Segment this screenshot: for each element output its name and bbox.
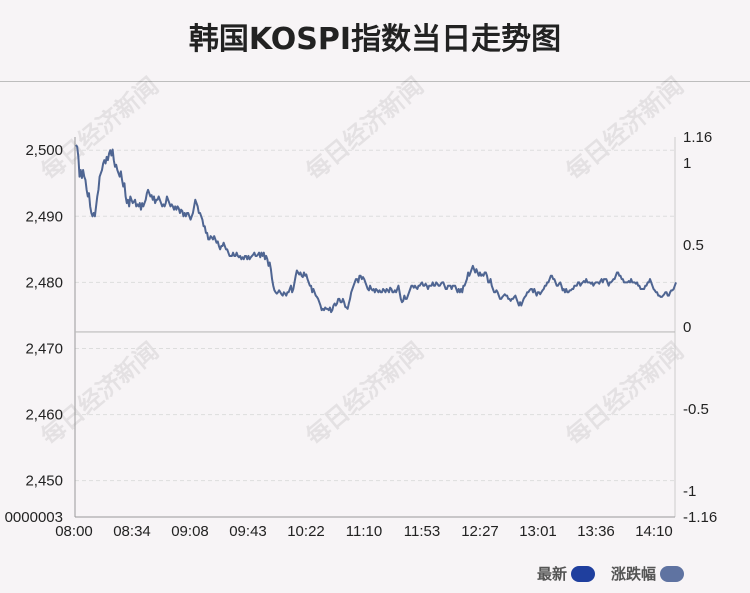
legend-swatch-change bbox=[660, 565, 684, 582]
x-tick-label: 08:34 bbox=[113, 523, 151, 540]
watermark-text: 每日经济新闻 bbox=[561, 337, 689, 451]
legend-item-change: 涨跌幅 bbox=[611, 563, 684, 584]
legend-label-change: 涨跌幅 bbox=[610, 565, 656, 583]
x-tick-label: 09:08 bbox=[171, 523, 209, 540]
x-tick-label: 11:10 bbox=[346, 523, 382, 540]
y-right-tick-label: -1 bbox=[683, 483, 696, 500]
legend: 最新 涨跌幅 bbox=[521, 563, 684, 584]
left-axis-ticks: 2,500 2,490 2,480 2,470 2,460 2,450 0000003 bbox=[5, 142, 63, 526]
x-tick-label: 11:53 bbox=[404, 523, 440, 540]
legend-swatch-latest bbox=[570, 565, 595, 582]
watermark-text: 每日经济新闻 bbox=[301, 72, 429, 186]
y-right-tick-label: 0 bbox=[683, 319, 691, 336]
chart-title: 韩国KOSPI指数当日走势图 bbox=[188, 22, 562, 57]
grid-lines bbox=[75, 149, 675, 482]
x-tick-label: 13:01 bbox=[519, 523, 557, 540]
x-tick-label: 09:43 bbox=[229, 523, 267, 540]
x-tick-label: 13:36 bbox=[577, 523, 615, 540]
y-left-tick-label: 2,480 bbox=[25, 274, 63, 291]
x-tick-label: 14:10 bbox=[635, 523, 673, 540]
x-tick-label: 10:22 bbox=[287, 523, 325, 540]
series-layer bbox=[75, 144, 677, 314]
x-tick-label: 08:00 bbox=[55, 523, 93, 540]
legend-item-latest: 最新 bbox=[537, 563, 595, 584]
legend-label-latest: 最新 bbox=[536, 565, 567, 583]
y-right-tick-label: 1 bbox=[683, 155, 691, 172]
y-right-tick-label: 1.16 bbox=[683, 129, 712, 146]
series-line bbox=[75, 144, 677, 314]
y-left-tick-label: 2,500 bbox=[25, 142, 63, 159]
y-right-tick-label: -1.16 bbox=[683, 509, 717, 526]
x-tick-label: 12:27 bbox=[461, 523, 499, 540]
y-right-tick-label: -0.5 bbox=[683, 401, 709, 418]
y-left-tick-label: 2,460 bbox=[25, 407, 63, 424]
y-left-tick-label: 2,450 bbox=[25, 473, 63, 490]
watermark-text: 每日经济新闻 bbox=[301, 337, 429, 451]
y-right-tick-label: 0.5 bbox=[683, 237, 704, 254]
right-axis-ticks: 1.16 1 0.5 0 -0.5 -1 -1.16 bbox=[683, 129, 717, 526]
chart-axes bbox=[74, 137, 676, 518]
watermark-text: 每日经济新闻 bbox=[36, 72, 164, 186]
y-left-tick-label: 0000003 bbox=[5, 509, 63, 526]
watermark-text: 每日经济新闻 bbox=[561, 72, 689, 186]
y-left-tick-label: 2,470 bbox=[25, 340, 63, 357]
x-axis-ticks: 08:00 08:34 09:08 09:43 10:22 11:10 11:53 12:27… bbox=[55, 523, 673, 540]
title-divider bbox=[0, 81, 750, 82]
y-left-tick-label: 2,490 bbox=[25, 208, 63, 225]
